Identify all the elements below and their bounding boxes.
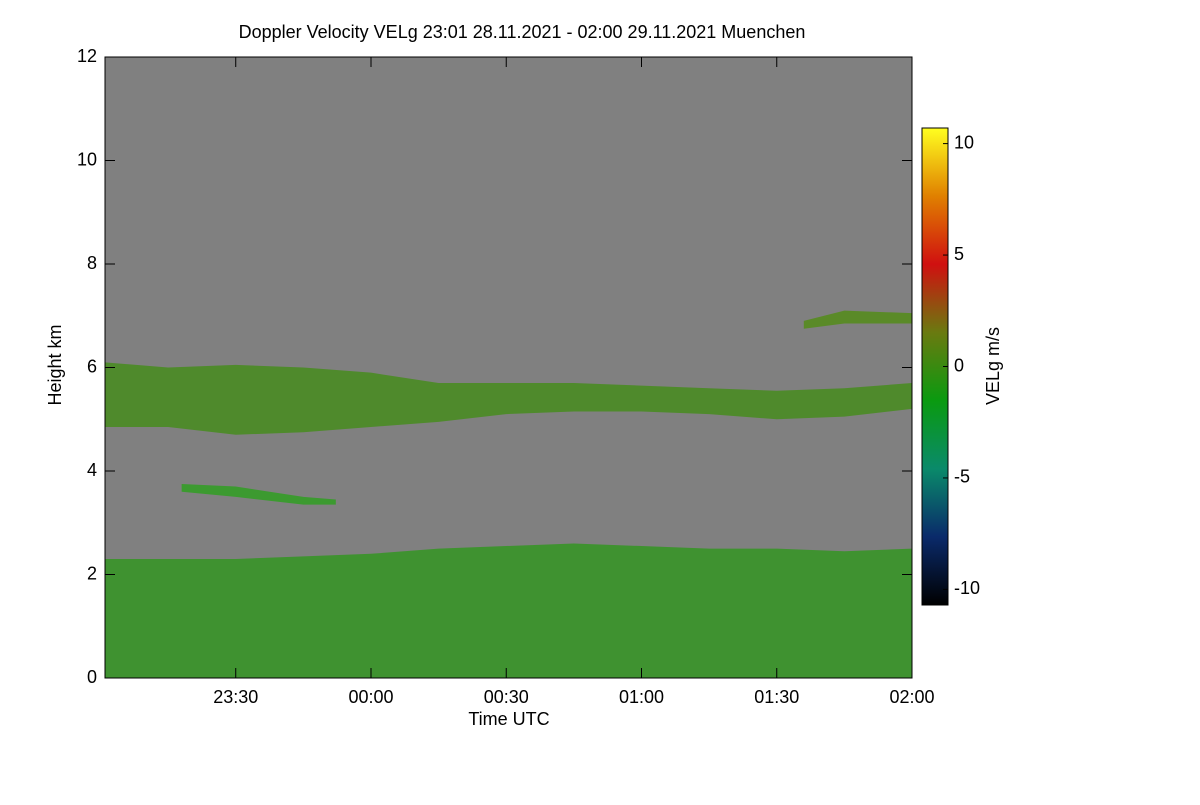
y-tick-label: 10 [77, 149, 97, 169]
y-axis-label: Height km [45, 324, 65, 405]
cloud-layer [105, 362, 912, 435]
cloud-layer [105, 543, 912, 678]
x-tick-label: 02:00 [889, 687, 934, 707]
colorbar-tick-label: 10 [954, 132, 974, 152]
cloud-layer [181, 483, 336, 505]
colorbar-tick-label: 0 [954, 355, 964, 375]
y-tick-label: 12 [77, 46, 97, 66]
colorbar-tick-label: 5 [954, 244, 964, 264]
cloud-layer [803, 310, 912, 329]
y-tick-label: 4 [87, 460, 97, 480]
x-axis-label: Time UTC [468, 709, 549, 729]
colorbar-tick-label: -10 [954, 578, 980, 598]
x-tick-label: 01:00 [619, 687, 664, 707]
x-tick-label: 00:30 [484, 687, 529, 707]
x-tick-label: 00:00 [348, 687, 393, 707]
colorbar-tick-label: -5 [954, 467, 970, 487]
colorbar-label: VELg m/s [983, 327, 1003, 405]
y-tick-label: 6 [87, 356, 97, 376]
chart-title: Doppler Velocity VELg 23:01 28.11.2021 -… [239, 22, 806, 42]
y-tick-label: 8 [87, 253, 97, 273]
x-tick-label: 23:30 [213, 687, 258, 707]
y-tick-label: 2 [87, 563, 97, 583]
x-tick-label: 01:30 [754, 687, 799, 707]
y-tick-label: 0 [87, 667, 97, 687]
